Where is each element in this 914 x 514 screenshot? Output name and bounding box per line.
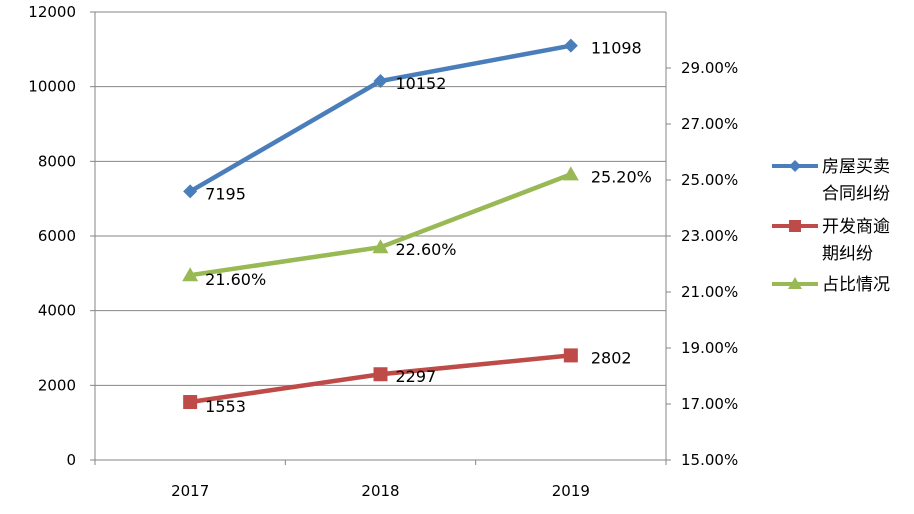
data-point-marker	[183, 395, 198, 410]
series-line	[187, 43, 574, 194]
data-label: 11098	[591, 39, 642, 58]
data-point-marker	[373, 73, 388, 88]
legend-label: 合同纠纷	[822, 184, 890, 204]
left-tick-label: 2000	[38, 376, 76, 394]
data-point-marker	[182, 267, 199, 282]
data-point-marker	[373, 367, 388, 382]
left-tick-label: 4000	[38, 302, 76, 320]
series-line	[187, 172, 574, 278]
x-tick-label: 2019	[552, 482, 590, 500]
legend-label: 期纠纷	[822, 244, 873, 264]
data-label: 1553	[205, 397, 246, 416]
gridlines	[95, 11, 666, 386]
legend-label: 开发商逾	[822, 217, 890, 237]
axes	[90, 11, 671, 465]
data-point-marker	[183, 184, 198, 199]
legend-marker	[789, 160, 801, 172]
right-tick-label: 23.00%	[681, 227, 738, 245]
right-tick-label: 29.00%	[681, 59, 738, 77]
x-tick-label: 2018	[361, 482, 399, 500]
right-tick-label: 27.00%	[681, 115, 738, 133]
right-tick-label: 21.00%	[681, 283, 738, 301]
left-tick-label: 0	[66, 451, 76, 469]
x-tick-label: 2017	[171, 482, 209, 500]
right-tick-label: 17.00%	[681, 395, 738, 413]
data-point-marker	[563, 348, 578, 363]
left-axis-tick-labels: 0 2000 4000 6000 8000 10000 12000	[28, 3, 76, 469]
legend-marker	[788, 277, 802, 289]
data-label: 21.60%	[205, 270, 266, 289]
data-label: 7195	[205, 184, 246, 203]
data-point-marker	[563, 38, 578, 53]
left-tick-label: 12000	[28, 3, 76, 21]
left-tick-label: 8000	[38, 152, 76, 170]
right-tick-label: 25.00%	[681, 171, 738, 189]
data-label: 22.60%	[396, 240, 457, 259]
legend-label: 房屋买卖	[822, 157, 890, 177]
data-label: 10152	[396, 74, 447, 93]
right-tick-label: 15.00%	[681, 451, 738, 469]
series-group: 7195 10152 11098 1553 2297 2802 21.60% 22.60% 25…	[182, 38, 652, 416]
left-tick-label: 6000	[38, 227, 76, 245]
data-label: 25.20%	[591, 167, 652, 186]
data-point-marker	[372, 239, 389, 254]
legend-marker	[789, 220, 801, 232]
legend-label: 占比情况	[822, 275, 890, 295]
right-tick-label: 19.00%	[681, 339, 738, 357]
right-axis-tick-labels: 15.00% 17.00% 19.00% 21.00% 23.00% 25.00% 27.0…	[681, 59, 738, 469]
data-label: 2297	[396, 367, 437, 386]
data-label: 2802	[591, 348, 632, 367]
x-axis-tick-labels: 2017 2018 2019	[171, 482, 590, 500]
left-tick-label: 10000	[28, 78, 76, 96]
data-point-marker	[562, 166, 579, 181]
